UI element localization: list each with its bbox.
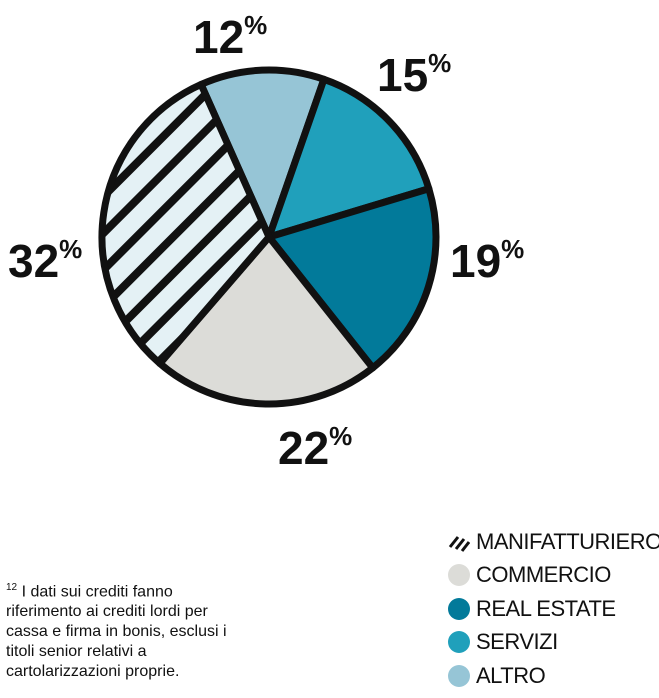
pct-value-manifatturiero: 32 — [8, 235, 60, 287]
legend-item-manifatturiero: MANIFATTURIERO — [448, 525, 659, 559]
pct-value-commercio: 22 — [278, 422, 330, 474]
pct-label-real-estate: 19% — [450, 235, 524, 287]
legend-item-real-estate: REAL ESTATE — [448, 592, 659, 626]
pie-slice-commercio — [156, 233, 377, 408]
footnote-number: 12 — [6, 582, 18, 593]
footnote: 12 I dati sui crediti fanno riferimento … — [6, 578, 236, 682]
pct-value-altro: 12 — [193, 11, 245, 63]
pct-label-servizi: 15% — [377, 49, 451, 101]
legend-label-real-estate: REAL ESTATE — [476, 595, 616, 621]
legend-item-altro: ALTRO — [448, 659, 659, 693]
chart-legend: MANIFATTURIERO COMMERCIO REAL ESTATE SER… — [448, 525, 659, 693]
legend-label-servizi: SERVIZI — [476, 629, 558, 655]
pct-symbol: % — [329, 421, 353, 451]
pct-symbol: % — [59, 234, 83, 264]
legend-swatch-commercio — [448, 564, 470, 587]
pct-label-manifatturiero: 32% — [8, 235, 82, 287]
pie-slice-manifatturiero — [98, 80, 273, 367]
legend-swatch-real-estate — [448, 597, 470, 620]
pie-slice-real-estate — [265, 185, 440, 372]
pct-value-real-estate: 19 — [450, 235, 502, 287]
pct-label-commercio: 22% — [278, 422, 352, 474]
pct-value-servizi: 15 — [377, 49, 429, 101]
pct-symbol: % — [244, 10, 268, 40]
legend-swatch-altro — [448, 664, 470, 687]
legend-label-altro: ALTRO — [476, 662, 546, 688]
pct-label-altro: 12% — [193, 11, 267, 63]
legend-swatch-servizi — [448, 631, 470, 654]
pct-symbol: % — [428, 48, 452, 78]
hatch-icon — [448, 531, 471, 553]
legend-item-servizi: SERVIZI — [448, 626, 659, 660]
legend-label-commercio: COMMERCIO — [476, 562, 611, 588]
legend-label-manifatturiero: MANIFATTURIERO — [476, 528, 659, 554]
footnote-text: I dati sui crediti fanno riferimento ai … — [6, 583, 227, 681]
legend-item-commercio: COMMERCIO — [448, 559, 659, 593]
pct-symbol: % — [501, 234, 525, 264]
pie-slice-altro — [197, 66, 328, 241]
pie-chart — [98, 66, 440, 408]
